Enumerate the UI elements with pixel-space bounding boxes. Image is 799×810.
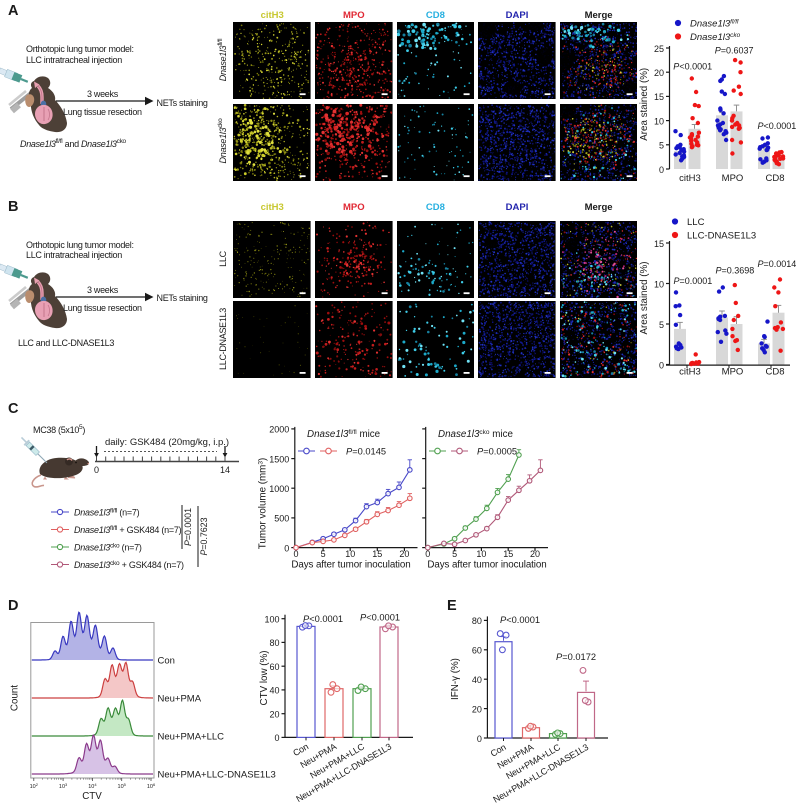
svg-text:0: 0 — [284, 543, 289, 553]
svg-text:Dnase1l3cko (n=7): Dnase1l3cko (n=7) — [74, 543, 142, 553]
svg-text:20: 20 — [472, 704, 482, 714]
svg-text:IFN-γ (%): IFN-γ (%) — [450, 658, 461, 700]
svg-text:0: 0 — [274, 733, 279, 743]
svg-text:106: 106 — [147, 782, 156, 790]
svg-text:P=0.0001: P=0.0001 — [183, 508, 193, 546]
svg-text:102: 102 — [30, 782, 39, 790]
svg-text:Area stained (%): Area stained (%) — [639, 68, 650, 141]
svg-text:10: 10 — [654, 116, 664, 126]
svg-text:15: 15 — [503, 549, 513, 559]
svg-text:Tumor volume (mm3): Tumor volume (mm3) — [258, 458, 269, 549]
svg-text:15: 15 — [654, 92, 664, 102]
svg-text:0: 0 — [659, 165, 664, 175]
svg-text:2000: 2000 — [269, 425, 289, 435]
svg-text:P=0.6037: P=0.6037 — [715, 45, 754, 55]
svg-text:500: 500 — [274, 514, 289, 524]
svg-text:CD8: CD8 — [765, 173, 784, 184]
svg-text:MPO: MPO — [722, 367, 744, 378]
svg-text:5: 5 — [659, 141, 664, 151]
svg-text:Dnase1l3fl/fl: Dnase1l3fl/fl — [690, 19, 739, 30]
svg-text:Con: Con — [158, 656, 175, 667]
svg-text:LLC: LLC — [687, 217, 705, 228]
svg-text:P<0.0001: P<0.0001 — [360, 613, 400, 623]
svg-text:0: 0 — [659, 360, 664, 370]
svg-text:LLC-DNASE1L3: LLC-DNASE1L3 — [687, 231, 756, 242]
svg-text:20: 20 — [269, 710, 279, 720]
svg-text:Dnase1l3cko: Dnase1l3cko — [690, 32, 741, 43]
svg-text:104: 104 — [88, 782, 97, 790]
svg-text:5: 5 — [659, 320, 664, 330]
svg-text:P=0.0005: P=0.0005 — [477, 447, 517, 457]
svg-text:citH3: citH3 — [679, 173, 701, 184]
svg-text:P=0.7623: P=0.7623 — [199, 517, 209, 555]
svg-text:10: 10 — [345, 549, 355, 559]
svg-text:100: 100 — [264, 615, 279, 625]
svg-text:5: 5 — [321, 549, 326, 559]
svg-text:citH3: citH3 — [679, 367, 701, 378]
svg-text:15: 15 — [372, 549, 382, 559]
svg-text:Days after tumor inoculation: Days after tumor inoculation — [291, 560, 410, 571]
svg-text:0: 0 — [425, 549, 430, 559]
svg-text:105: 105 — [118, 782, 127, 790]
svg-text:P=0.0014: P=0.0014 — [758, 259, 797, 269]
svg-text:P=0.3698: P=0.3698 — [716, 266, 755, 276]
svg-text:80: 80 — [269, 638, 279, 648]
svg-text:CD8: CD8 — [765, 367, 784, 378]
svg-text:103: 103 — [59, 782, 68, 790]
svg-text:Count: Count — [10, 685, 21, 711]
svg-text:Dnase1l3fl/fl + GSK484 (n=7): Dnase1l3fl/fl + GSK484 (n=7) — [74, 525, 182, 535]
svg-text:Days after tumor inoculation: Days after tumor inoculation — [427, 560, 546, 571]
svg-text:CTV: CTV — [82, 791, 102, 802]
svg-text:60: 60 — [472, 646, 482, 656]
svg-text:20: 20 — [654, 68, 664, 78]
svg-text:0: 0 — [477, 734, 482, 744]
svg-text:daily: GSK484 (20mg/kg, i.p.): daily: GSK484 (20mg/kg, i.p.) — [105, 437, 229, 448]
svg-text:0: 0 — [94, 465, 99, 475]
svg-text:40: 40 — [269, 686, 279, 696]
svg-text:25: 25 — [654, 44, 664, 54]
svg-text:5: 5 — [452, 549, 457, 559]
svg-text:P<0.0001: P<0.0001 — [500, 615, 540, 625]
svg-text:P<0.0001: P<0.0001 — [303, 614, 343, 624]
svg-text:Dnase1l3fl/fl (n=7): Dnase1l3fl/fl (n=7) — [74, 508, 140, 518]
svg-text:P=0.0145: P=0.0145 — [346, 447, 386, 457]
svg-text:1000: 1000 — [269, 484, 289, 494]
svg-text:60: 60 — [269, 662, 279, 672]
svg-text:Dnase1l3cko mice: Dnase1l3cko mice — [438, 429, 513, 440]
svg-text:P=0.0001: P=0.0001 — [674, 276, 713, 286]
svg-text:Neu+PMA: Neu+PMA — [158, 694, 202, 705]
svg-text:Neu+PMA+LLC: Neu+PMA+LLC — [158, 732, 225, 743]
svg-text:40: 40 — [472, 675, 482, 685]
svg-text:P=0.0172: P=0.0172 — [556, 652, 596, 662]
svg-text:MPO: MPO — [722, 173, 744, 184]
svg-text:80: 80 — [472, 616, 482, 626]
svg-text:CTV low (%): CTV low (%) — [259, 651, 270, 706]
svg-text:Dnase1l3fl/fl mice: Dnase1l3fl/fl mice — [307, 429, 381, 440]
svg-text:14: 14 — [220, 465, 230, 475]
svg-text:10: 10 — [476, 549, 486, 559]
svg-text:Dnase1l3cko + GSK484 (n=7): Dnase1l3cko + GSK484 (n=7) — [74, 560, 184, 570]
svg-text:10: 10 — [654, 279, 664, 289]
svg-text:Area stained (%): Area stained (%) — [639, 262, 650, 335]
svg-text:P<0.0001: P<0.0001 — [758, 121, 797, 131]
svg-text:20: 20 — [530, 549, 540, 559]
svg-text:15: 15 — [654, 239, 664, 249]
svg-text:20: 20 — [399, 549, 409, 559]
svg-text:0: 0 — [293, 549, 298, 559]
svg-text:P<0.0001: P<0.0001 — [673, 62, 712, 72]
svg-text:1500: 1500 — [269, 454, 289, 464]
svg-text:Neu+PMA+LLC-DNASE1L3: Neu+PMA+LLC-DNASE1L3 — [158, 770, 276, 781]
